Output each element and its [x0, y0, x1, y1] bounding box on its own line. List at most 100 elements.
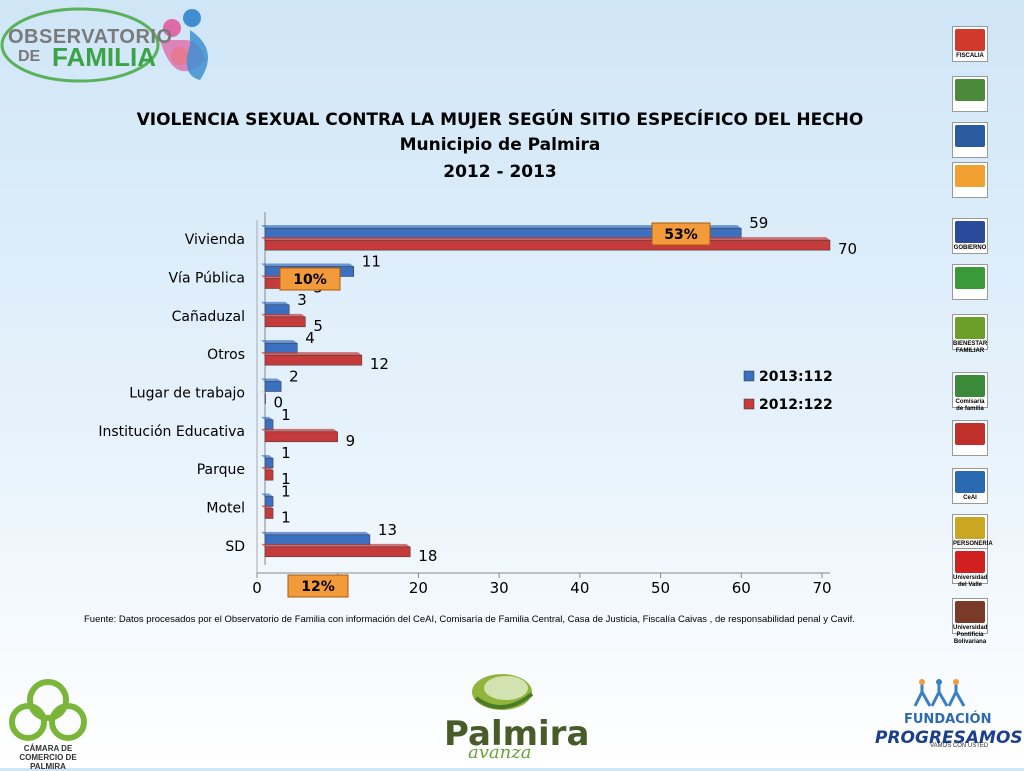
logo-label: Universidad del Valle [953, 575, 988, 588]
x-tick-label: 20 [409, 579, 428, 597]
logo-mark [955, 423, 985, 445]
personeria-logo: PERSONERIA [952, 514, 993, 550]
casa-justicia-logo [952, 420, 988, 456]
x-tick-label: 40 [570, 579, 589, 597]
observatorio-logo-graphic [0, 7, 208, 83]
logo-label: FISCALIA [956, 53, 984, 59]
data-label: 59 [749, 214, 768, 232]
legend-label: 2013:112 [759, 369, 833, 385]
data-label: 4 [305, 329, 315, 347]
bar-top-face [261, 225, 742, 229]
data-label: 13 [378, 521, 397, 539]
data-label: 70 [838, 240, 857, 258]
bienestar-familiar-logo: BIENESTAR FAMILIAR [952, 314, 988, 354]
chart-years: 2012 - 2013 [443, 162, 557, 182]
bar-top-face [261, 531, 370, 535]
x-tick-label: 30 [490, 579, 509, 597]
logo-mark [955, 221, 985, 243]
bar-2012 [264, 431, 338, 443]
data-label: 1 [281, 509, 291, 527]
bar-top-face [261, 352, 362, 356]
source-note: Fuente: Datos procesados por el Observat… [84, 614, 855, 625]
percent-callout [287, 574, 349, 598]
bar-2013 [264, 457, 274, 469]
data-label: 1 [281, 444, 291, 462]
logo-mark [955, 267, 985, 289]
logo-label: PERSONERIA [953, 541, 993, 547]
category-label: Parque [197, 462, 245, 478]
category-label: Cañaduzal [172, 309, 245, 325]
logo-mark [955, 517, 985, 539]
bar-2013 [264, 496, 274, 507]
observatorio-familia-logo [0, 0, 230, 90]
bar-2012 [264, 239, 831, 251]
category-label: Otros [207, 347, 245, 363]
vamos-text: VAMOS CON USTED [930, 743, 989, 749]
family-logo [952, 162, 988, 198]
data-label: 1 [281, 470, 291, 488]
percent-callout-label: 53% [664, 227, 698, 243]
logo-de: DE [18, 48, 41, 65]
data-label: 0 [274, 394, 284, 412]
police-seal-logo [952, 76, 988, 112]
univalle-logo: Universidad del Valle [952, 548, 988, 588]
bar-2012 [264, 393, 266, 404]
data-label: 3 [297, 291, 307, 309]
bar-top-face [261, 416, 274, 420]
category-label: Vivienda [185, 232, 245, 248]
bar-2012 [264, 546, 411, 558]
category-label: Institución Educativa [98, 424, 245, 440]
bar-top-face [261, 313, 306, 317]
bar-top-face [261, 467, 274, 471]
palmira-leaf-icon [472, 674, 534, 710]
upb-logo: Universidad Pontificia Bolivariana [952, 598, 988, 645]
logo-mark [955, 125, 985, 147]
category-label: Motel [206, 501, 245, 517]
palmira-logo-text: Palmira [444, 714, 590, 754]
category-label: Lugar de trabajo [129, 386, 245, 402]
gobierno-logo: GOBIERNO [952, 218, 988, 254]
comisaria-logo: Comisaría de familia [952, 372, 988, 412]
bar-2012 [264, 316, 306, 328]
percent-callout [651, 222, 711, 246]
logo-mark [955, 165, 985, 187]
logo-mark [955, 79, 985, 101]
category-label: SD [225, 539, 245, 555]
green-logo [952, 264, 988, 300]
bar-top-face [261, 301, 290, 305]
bar-top-face [261, 390, 266, 394]
data-label: 5 [313, 317, 323, 335]
legend-swatch [743, 398, 755, 410]
logo-label: Universidad Pontificia Bolivariana [953, 625, 988, 645]
camara-comercio-text: CÁMARA DE COMERCIO DE PALMIRA [19, 744, 77, 771]
fundacion-text: FUNDACIÓN [904, 712, 992, 727]
camara-comercio-logo [9, 679, 87, 741]
percent-callout-label: 10% [293, 272, 327, 288]
logo-mark [955, 601, 985, 623]
percent-callout [279, 267, 341, 291]
bar-top-face [261, 505, 274, 509]
logo-mark [955, 375, 985, 397]
ceai-logo: CeAI [952, 468, 988, 504]
bar-2013 [264, 342, 298, 354]
legend-swatch [743, 370, 755, 382]
bar-top-face [261, 378, 282, 382]
data-label: 12 [370, 355, 389, 373]
chart-title: VIOLENCIA SEXUAL CONTRA LA MUJER SEGÚN S… [136, 110, 864, 130]
progresamos-text: PROGRESAMOS [875, 728, 1023, 748]
category-label: Vía Pública [168, 271, 245, 287]
chart-subtitle: Municipio de Palmira [399, 135, 601, 155]
bar-2012 [264, 469, 274, 481]
data-label: 18 [418, 547, 437, 565]
logo-mark [955, 551, 985, 573]
fiscalia-logo: FISCALIA [952, 26, 988, 62]
bar-top-face [261, 237, 830, 241]
logo-label: GOBIERNO [953, 245, 987, 251]
logo-line2: FAMILIA [52, 42, 156, 72]
bar-top-face [261, 340, 298, 344]
logo-label: CeAI [963, 495, 977, 501]
bar-2012 [264, 354, 363, 366]
data-label: 2 [289, 368, 299, 386]
palmira-logo-sub: avanza [468, 742, 532, 763]
logo-mark [955, 317, 985, 339]
